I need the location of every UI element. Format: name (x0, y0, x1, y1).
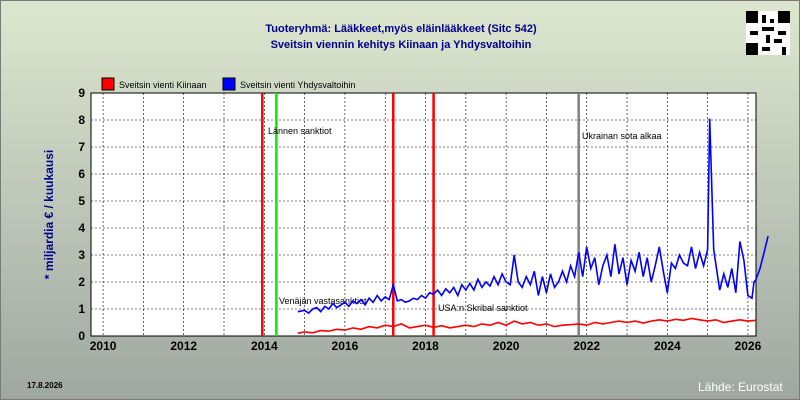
legend-label: Sveitsin vienti Kiinaan (119, 80, 207, 90)
y-tick-label: 0 (78, 329, 85, 343)
legend-label: Sveitsin vienti Yhdysvaltoihin (240, 80, 355, 90)
y-tick-label: 5 (78, 194, 85, 208)
x-tick-label: 2014 (251, 339, 278, 353)
y-tick-label: 2 (78, 275, 85, 289)
y-tick-label: 4 (78, 221, 85, 235)
event-label: Ukrainan sota alkaa (582, 131, 662, 141)
event-label: Venäjän vastasanktiot (279, 296, 367, 306)
plot-background (90, 92, 757, 337)
y-tick-label: 1 (78, 302, 85, 316)
event-label: USA:n Skribal sanktiot (438, 303, 528, 313)
x-tick-label: 2022 (573, 339, 600, 353)
x-tick-label: 2010 (90, 339, 117, 353)
legend-swatch (222, 77, 236, 91)
y-tick-label: 3 (78, 248, 85, 262)
y-tick-label: 8 (78, 113, 85, 127)
x-tick-label: 2020 (493, 339, 520, 353)
x-tick-label: 2026 (735, 339, 762, 353)
y-tick-label: 7 (78, 140, 85, 154)
x-tick-label: 2018 (412, 339, 439, 353)
x-tick-label: 2024 (654, 339, 681, 353)
date-stamp: 17.8.2026 (27, 381, 63, 390)
legend-swatch (101, 77, 115, 91)
y-tick-label: 6 (78, 167, 85, 181)
series-line-china (297, 317, 757, 335)
y-axis-label: * miljardia € / kuukausi (42, 150, 56, 279)
x-tick-label: 2016 (332, 339, 359, 353)
x-tick-label: 2012 (170, 339, 197, 353)
source-label: Lähde: Eurostat (698, 380, 783, 394)
event-label: Lännen sanktiot (268, 126, 332, 136)
y-tick-label: 9 (78, 86, 85, 100)
series-line-usa (297, 118, 769, 315)
chart-title-line1: Tuoteryhmä: Lääkkeet,myös eläinlääkkeet … (265, 23, 537, 35)
chart-title-line2: Sveitsin viennin kehitys Kiinaan ja Yhdy… (270, 39, 532, 51)
qr-code-icon (746, 11, 790, 55)
